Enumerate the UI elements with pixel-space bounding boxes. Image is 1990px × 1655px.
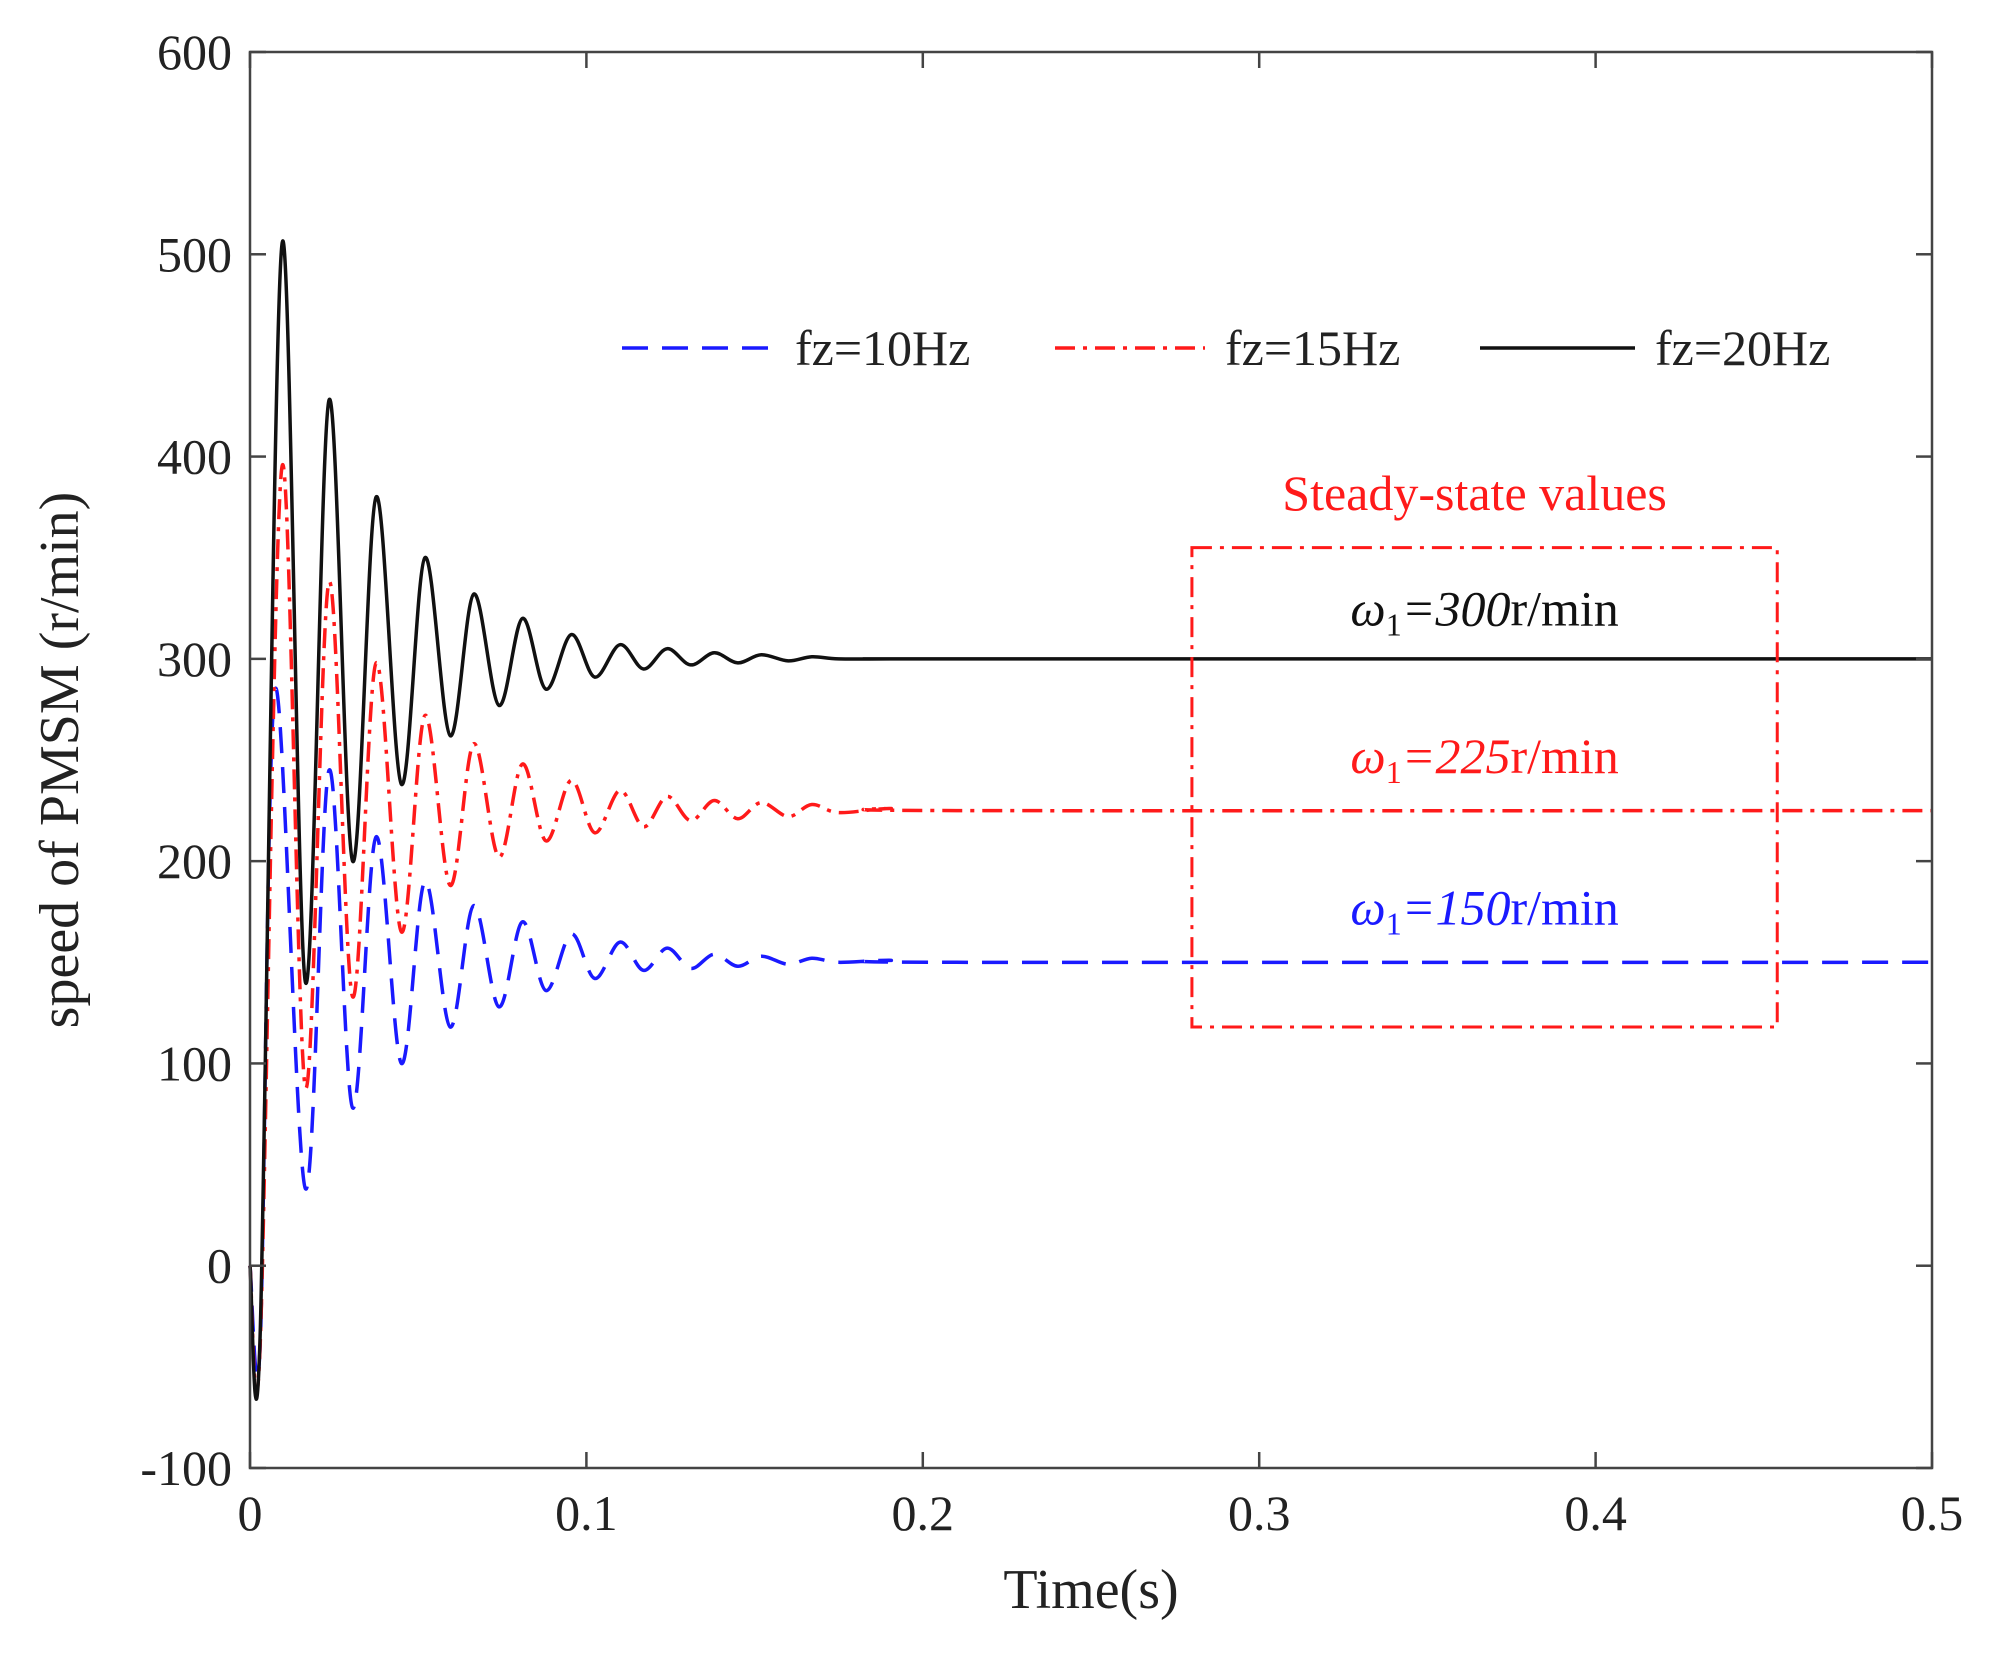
steady-state-label: ω1=225r/min: [1350, 728, 1618, 790]
steady-state-title: Steady-state values: [1282, 465, 1667, 521]
x-tick-label: 0.4: [1564, 1485, 1627, 1541]
steady-state-label: ω1=150r/min: [1350, 880, 1618, 942]
y-tick-label: 100: [157, 1035, 232, 1091]
y-tick-label: 200: [157, 833, 232, 889]
plot-frame: [248, 50, 1934, 1470]
series-line-fz-10hz: [248, 686, 1933, 1379]
x-tick-label: 0.3: [1228, 1485, 1291, 1541]
y-axis-title: speed of PMSM (r/min): [29, 492, 91, 1029]
legend-label: fz=10Hz: [795, 320, 970, 376]
steady-state-box: [1190, 546, 1779, 1029]
y-tick-label: 500: [157, 226, 232, 282]
series-line-fz-15hz: [248, 462, 1933, 1394]
x-tick-label: 0.2: [892, 1485, 955, 1541]
x-tick-label: 0: [238, 1485, 263, 1541]
y-tick-label: -100: [140, 1440, 232, 1496]
series-layer: [248, 239, 1933, 1401]
steady-state-label: ω1=300r/min: [1350, 580, 1618, 642]
y-tick-label: 600: [157, 24, 232, 80]
y-tick-label: 300: [157, 631, 232, 687]
x-axis-title: Time(s): [1003, 1559, 1178, 1621]
x-tick-label: 0.5: [1901, 1485, 1964, 1541]
series-line-fz-20hz: [248, 239, 1932, 1401]
legend-label: fz=20Hz: [1655, 320, 1830, 376]
annotation-layer: Steady-state values ω1=300r/min ω1=225r/mi…: [1190, 465, 1779, 1029]
legend: fz=10Hz fz=15Hz fz=20Hz: [622, 320, 1830, 376]
y-tick-label: 0: [207, 1238, 232, 1294]
y-tick-label: 400: [157, 429, 232, 485]
x-tick-label: 0.1: [555, 1485, 618, 1541]
legend-label: fz=15Hz: [1225, 320, 1400, 376]
